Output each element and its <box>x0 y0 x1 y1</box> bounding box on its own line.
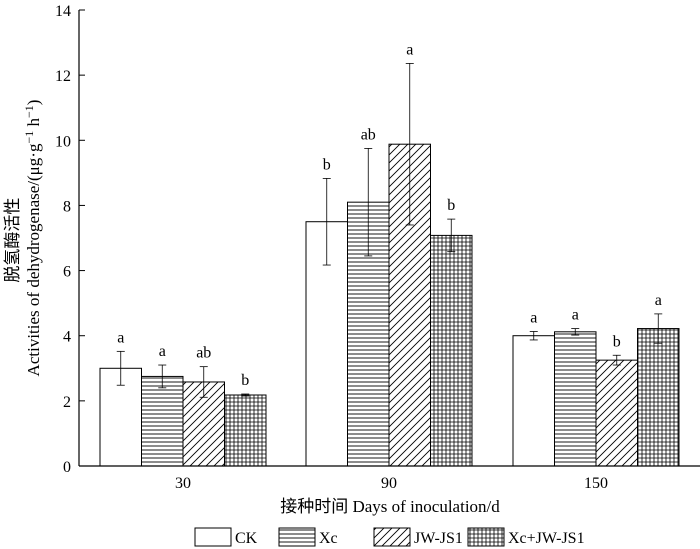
y-axis-title-prefix: Activities of dehydrogenase/(μg·g <box>24 143 43 376</box>
legend-label-CK: CK <box>235 530 258 547</box>
significance-label-90-Xc+JW-JS1: b <box>447 197 455 214</box>
legend: CK Xc JW-JS1 Xc+JW-JS1 <box>194 527 585 547</box>
x-tick-label: 150 <box>584 475 608 492</box>
significance-label-30-JW-JS1: ab <box>196 345 211 362</box>
significance-label-150-CK: a <box>530 309 537 326</box>
bars-layer <box>99 143 680 467</box>
error-bars-layer <box>116 63 663 398</box>
y-tick-label: 0 <box>63 459 71 476</box>
bar-150-Xc+JW-JS1 <box>637 328 680 467</box>
y-tick-label: 12 <box>55 68 71 85</box>
y-tick-label: 6 <box>63 264 71 281</box>
y-axis-title-sup1: −1 <box>22 131 36 144</box>
significance-label-150-JW-JS1: b <box>613 333 621 350</box>
legend-label-Xc: Xc <box>319 530 338 547</box>
y-tick-label: 8 <box>63 198 71 215</box>
significance-label-30-CK: a <box>117 329 124 346</box>
y-axis-title-sup2: −1 <box>22 105 36 118</box>
legend-swatch-Xc+JW-JS1 <box>467 527 505 547</box>
significance-label-90-JW-JS1: a <box>406 41 413 58</box>
x-ticks: 30 90 150 <box>175 460 608 492</box>
significance-label-150-Xc: a <box>572 307 579 324</box>
significance-label-30-Xc+JW-JS1: b <box>241 372 249 389</box>
y-ticks: 0 2 4 6 8 10 12 14 <box>55 3 85 476</box>
x-tick-label: 30 <box>175 475 191 492</box>
significance-label-90-CK: b <box>323 156 331 173</box>
bar-30-Xc <box>141 375 184 467</box>
legend-label-JW-JS1: JW-JS1 <box>414 530 463 547</box>
bar-90-Xc+JW-JS1 <box>430 234 473 467</box>
y-tick-label: 14 <box>55 3 71 20</box>
legend-swatch-JW-JS1 <box>373 527 411 547</box>
x-tick-label: 90 <box>381 475 397 492</box>
significance-label-30-Xc: a <box>159 343 166 360</box>
bar-150-JW-JS1 <box>595 359 638 467</box>
bar-30-Xc+JW-JS1 <box>224 394 267 467</box>
x-axis-title: 接种时间 Days of inoculation/d <box>280 497 500 516</box>
bar-150-Xc <box>554 331 597 467</box>
y-axis-title-line1: 脱氢酶活性 <box>3 198 22 283</box>
y-axis-title-line2: Activities of dehydrogenase/(μg·g−1 h−1) <box>22 100 43 377</box>
y-axis-title: 脱氢酶活性 Activities of dehydrogenase/(μg·g−… <box>3 100 43 377</box>
legend-swatch-Xc <box>278 527 316 547</box>
y-axis-title-suffix: ) <box>24 100 43 106</box>
y-tick-label: 2 <box>63 394 71 411</box>
significance-label-90-Xc: ab <box>361 126 376 143</box>
bar-150-CK <box>512 335 555 467</box>
y-tick-label: 4 <box>63 329 71 346</box>
legend-label-Xc+JW-JS1: Xc+JW-JS1 <box>508 530 585 547</box>
significance-label-150-Xc+JW-JS1: a <box>655 292 662 309</box>
y-tick-label: 10 <box>55 133 71 150</box>
y-axis-title-mid: h <box>24 118 43 131</box>
legend-swatch-CK <box>194 527 232 547</box>
